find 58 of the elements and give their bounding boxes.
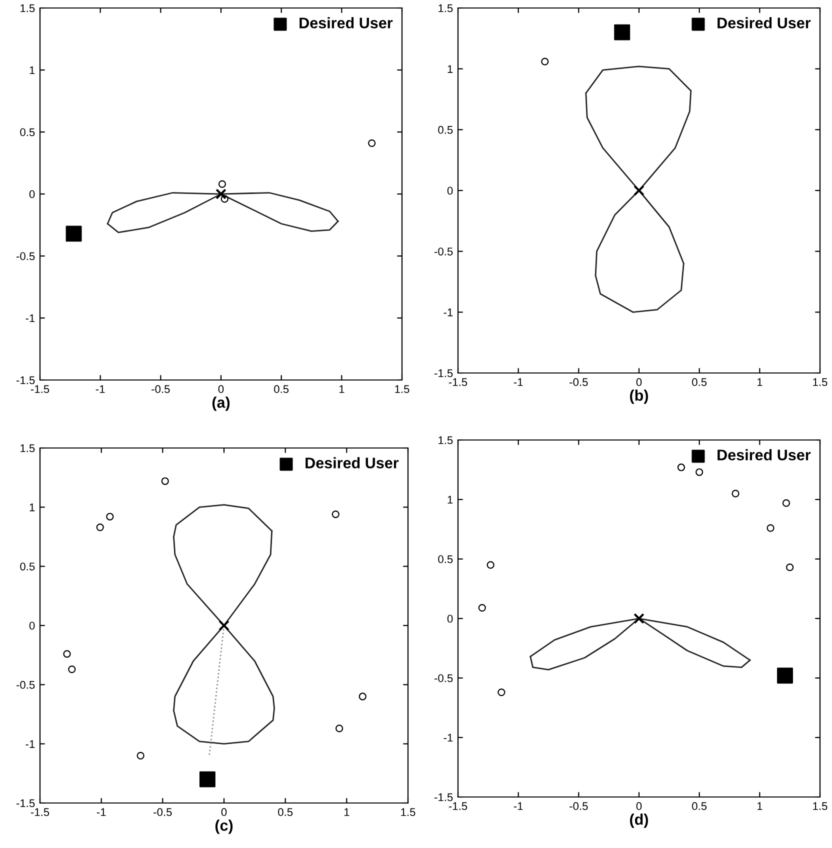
x-tick-label: -1 bbox=[514, 378, 523, 386]
y-tick-label: 0.5 bbox=[20, 562, 35, 570]
y-tick-label: -0.5 bbox=[434, 248, 453, 256]
y-tick-label: -1 bbox=[444, 734, 453, 742]
x-tick-label: 1.5 bbox=[395, 385, 410, 394]
x-tick-label: -1 bbox=[96, 385, 105, 393]
y-tick-label: -1.5 bbox=[434, 369, 453, 378]
x-tick-label: 0.5 bbox=[274, 385, 289, 394]
x-axis-title: (b) bbox=[630, 390, 648, 404]
y-tick-label: -0.5 bbox=[16, 680, 35, 689]
y-tick-label: -1 bbox=[26, 314, 35, 322]
y-tick-label: 0.5 bbox=[20, 128, 35, 136]
legend-label: Desired User bbox=[300, 17, 393, 28]
y-tick-label: -1 bbox=[444, 308, 453, 316]
x-axis-title: (a) bbox=[212, 396, 230, 411]
y-tick-label: 0 bbox=[447, 614, 453, 623]
x-tick-label: -0.5 bbox=[152, 385, 170, 394]
x-tick-label: -0.5 bbox=[570, 802, 588, 810]
y-tick-label: 0.5 bbox=[438, 126, 453, 134]
legend-label: Desired User bbox=[306, 457, 399, 468]
y-tick-label: -1 bbox=[26, 740, 35, 748]
y-tick-label: 0 bbox=[447, 186, 453, 195]
x-tick-label: 0 bbox=[218, 385, 224, 394]
x-tick-label: 1.5 bbox=[813, 802, 828, 810]
x-tick-label: 1.5 bbox=[401, 808, 416, 816]
legend-label: Desired User bbox=[718, 17, 811, 28]
x-tick-label: -1 bbox=[96, 808, 106, 816]
x-tick-label: 0.5 bbox=[692, 378, 707, 386]
x-tick-label: 0 bbox=[636, 802, 642, 810]
x-tick-label: 1 bbox=[339, 385, 344, 393]
y-tick-label: 1 bbox=[30, 504, 35, 512]
legend-label: Desired User bbox=[718, 449, 811, 460]
x-tick-label: -1 bbox=[514, 802, 523, 810]
x-tick-label: -0.5 bbox=[154, 808, 172, 816]
x-tick-label: 0 bbox=[221, 808, 227, 816]
x-tick-label: 1 bbox=[344, 808, 350, 816]
y-tick-label: -0.5 bbox=[16, 252, 35, 260]
x-tick-label: 0 bbox=[636, 378, 642, 386]
y-tick-label: 1.5 bbox=[438, 436, 453, 444]
y-tick-label: 0 bbox=[29, 622, 35, 630]
x-tick-label: 1 bbox=[757, 378, 762, 386]
x-axis-title: (d) bbox=[630, 814, 648, 828]
y-tick-label: 0.5 bbox=[438, 555, 453, 564]
y-tick-label: -1.5 bbox=[434, 793, 453, 802]
x-tick-label: 0.5 bbox=[278, 808, 293, 816]
y-tick-label: 1 bbox=[30, 66, 35, 74]
x-tick-label: 0.5 bbox=[692, 802, 707, 810]
y-tick-label: -0.5 bbox=[434, 674, 453, 682]
y-tick-label: 0 bbox=[29, 190, 35, 198]
x-tick-label: -0.5 bbox=[570, 378, 588, 386]
y-tick-label: 1 bbox=[448, 496, 453, 504]
x-axis-title: (c) bbox=[215, 820, 233, 834]
y-tick-label: 1.5 bbox=[20, 444, 35, 452]
y-tick-label: 1.5 bbox=[438, 4, 453, 12]
y-tick-label: 1 bbox=[448, 65, 453, 73]
y-tick-label: 1.5 bbox=[20, 4, 35, 12]
x-tick-label: 1.5 bbox=[813, 378, 828, 386]
x-tick-label: 1 bbox=[757, 802, 762, 810]
